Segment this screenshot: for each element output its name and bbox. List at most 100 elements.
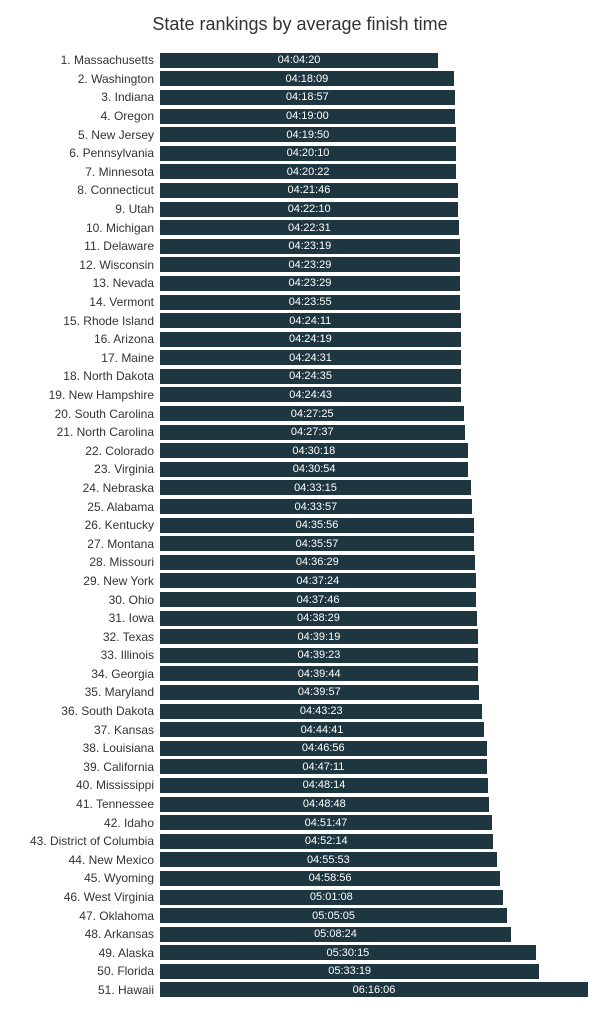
bar-value: 04:55:53 [307, 854, 350, 866]
bar: 04:04:20 [160, 53, 438, 68]
bar-area: 04:58:56 [160, 869, 588, 888]
bar-area: 05:33:19 [160, 962, 588, 981]
bar-value: 04:37:24 [296, 575, 339, 587]
bar-area: 04:27:37 [160, 423, 588, 442]
bar-value: 04:46:56 [302, 742, 345, 754]
bar-value: 04:27:37 [291, 426, 334, 438]
chart-row: 50. Florida05:33:19 [12, 962, 588, 981]
row-label: 43. District of Columbia [12, 834, 160, 848]
bar-area: 04:24:35 [160, 367, 588, 386]
row-label: 41. Tennessee [12, 797, 160, 811]
bar-area: 04:39:44 [160, 665, 588, 684]
bar-area: 04:27:25 [160, 404, 588, 423]
chart-row: 43. District of Columbia 04:52:14 [12, 832, 588, 851]
bar-value: 04:48:48 [303, 798, 346, 810]
bar: 04:48:14 [160, 778, 488, 793]
bar-area: 04:44:41 [160, 720, 588, 739]
bar: 04:33:15 [160, 480, 471, 495]
bar-area: 04:23:19 [160, 237, 588, 256]
bar-value: 04:39:19 [298, 631, 341, 643]
bar-value: 04:39:44 [298, 668, 341, 680]
row-label: 3. Indiana [12, 90, 160, 104]
bar-area: 04:37:24 [160, 572, 588, 591]
bar-value: 04:19:00 [286, 110, 329, 122]
chart-row: 4. Oregon 04:19:00 [12, 107, 588, 126]
bar: 04:19:50 [160, 127, 456, 142]
row-label: 11. Delaware [12, 239, 160, 253]
row-label: 23. Virginia [12, 462, 160, 476]
bar-area: 04:21:46 [160, 181, 588, 200]
row-label: 34. Georgia [12, 667, 160, 681]
bar: 04:48:48 [160, 797, 489, 812]
row-label: 27. Montana [12, 537, 160, 551]
row-label: 50. Florida [12, 964, 160, 978]
bar-area: 04:47:11 [160, 758, 588, 777]
bar: 05:30:15 [160, 945, 536, 960]
bar-area: 04:48:14 [160, 776, 588, 795]
bar-value: 04:48:14 [303, 779, 346, 791]
row-label: 10. Michigan [12, 221, 160, 235]
bar-area: 05:08:24 [160, 925, 588, 944]
row-label: 49. Alaska [12, 946, 160, 960]
bar: 04:24:11 [160, 313, 461, 328]
row-label: 13. Nevada [12, 276, 160, 290]
chart-row: 28. Missouri04:36:29 [12, 553, 588, 572]
bar: 04:20:22 [160, 164, 456, 179]
chart-row: 14. Vermont04:23:55 [12, 293, 588, 312]
bar-value: 04:51:47 [305, 817, 348, 829]
bar-value: 04:39:23 [298, 649, 341, 661]
bar: 04:58:56 [160, 871, 500, 886]
row-label: 32. Texas [12, 630, 160, 644]
bar: 04:37:24 [160, 573, 476, 588]
chart-row: 33. Illinois04:39:23 [12, 646, 588, 665]
bar: 04:19:00 [160, 109, 455, 124]
row-label: 36. South Dakota [12, 704, 160, 718]
chart-row: 18. North Dakota04:24:35 [12, 367, 588, 386]
bar: 05:05:05 [160, 908, 507, 923]
bar-area: 04:46:56 [160, 739, 588, 758]
bar: 04:36:29 [160, 555, 475, 570]
bar-value: 04:24:35 [289, 370, 332, 382]
row-label: 30. Ohio [12, 593, 160, 607]
bar-area: 04:51:47 [160, 813, 588, 832]
bar-area: 04:23:55 [160, 293, 588, 312]
bar: 05:08:24 [160, 927, 511, 942]
bar-value: 04:52:14 [305, 835, 348, 847]
chart-row: 19. New Hampshire04:24:43 [12, 386, 588, 405]
bar-area: 05:01:08 [160, 888, 588, 907]
bar-area: 04:18:57 [160, 88, 588, 107]
bar-value: 04:18:09 [285, 73, 328, 85]
bar-value: 04:38:29 [297, 612, 340, 624]
bar: 04:39:23 [160, 648, 478, 663]
row-label: 51. Hawaii [12, 983, 160, 997]
chart-row: 46. West Virginia05:01:08 [12, 888, 588, 907]
bar-area: 04:22:31 [160, 218, 588, 237]
chart-row: 23. Virginia04:30:54 [12, 460, 588, 479]
row-label: 28. Missouri [12, 555, 160, 569]
chart-row: 34. Georgia 04:39:44 [12, 665, 588, 684]
chart-row: 26. Kentucky04:35:56 [12, 516, 588, 535]
bar-value: 04:33:15 [294, 482, 337, 494]
row-label: 7. Minnesota [12, 165, 160, 179]
bar-area: 04:30:18 [160, 441, 588, 460]
row-label: 16. Arizona [12, 332, 160, 346]
bar: 04:23:29 [160, 257, 460, 272]
bar-value: 04:33:57 [294, 501, 337, 513]
chart-row: 35. Maryland04:39:57 [12, 683, 588, 702]
bar-area: 05:30:15 [160, 944, 588, 963]
bar-value: 04:20:10 [287, 147, 330, 159]
bar-area: 04:22:10 [160, 200, 588, 219]
chart-row: 30. Ohio04:37:46 [12, 590, 588, 609]
bar-value: 04:22:31 [288, 222, 331, 234]
bar-area: 04:48:48 [160, 795, 588, 814]
row-label: 4. Oregon [12, 109, 160, 123]
bar-value: 04:20:22 [287, 166, 330, 178]
chart-row: 27. Montana04:35:57 [12, 534, 588, 553]
bar-area: 04:33:57 [160, 497, 588, 516]
chart-row: 11. Delaware04:23:19 [12, 237, 588, 256]
row-label: 29. New York [12, 574, 160, 588]
chart-row: 49. Alaska05:30:15 [12, 944, 588, 963]
bar: 04:23:29 [160, 276, 460, 291]
bar-value: 04:18:57 [286, 91, 329, 103]
row-label: 14. Vermont [12, 295, 160, 309]
